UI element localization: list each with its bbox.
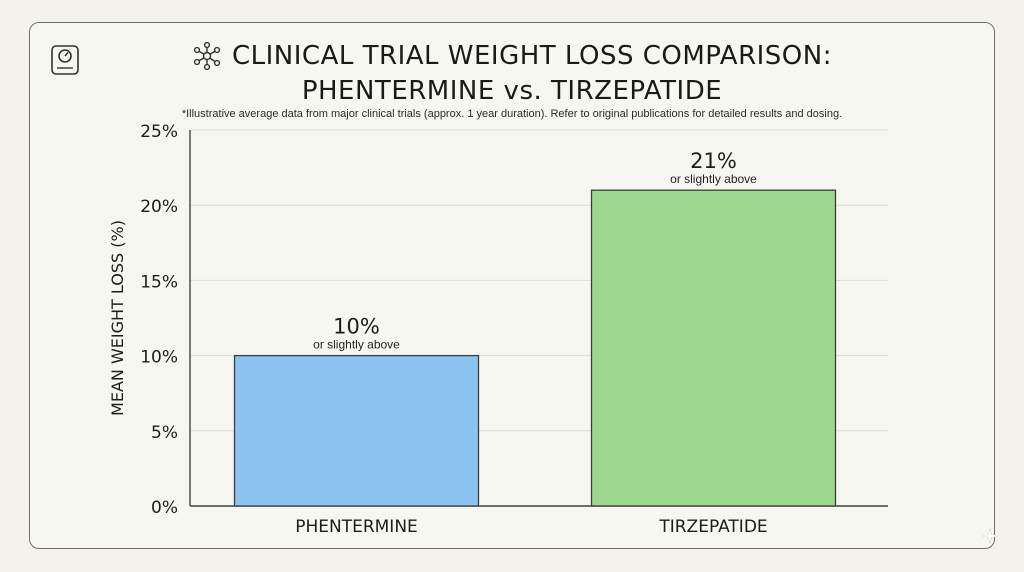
bar-value-label: 10% <box>333 315 380 339</box>
y-tick-label: 15% <box>140 272 178 292</box>
bar-value-label: 21% <box>690 149 737 173</box>
y-tick-label: 10% <box>140 348 178 368</box>
y-tick-label: 5% <box>151 423 178 443</box>
weighing-scale-icon <box>51 45 79 75</box>
title-line-1: CLINICAL TRIAL WEIGHT LOSS COMPARISON: <box>232 41 832 71</box>
x-tick-label: TIRZEPATIDE <box>658 517 767 537</box>
bar-value-sublabel: or slightly above <box>313 338 400 352</box>
x-tick-label: PHENTERMINE <box>295 517 418 537</box>
chart-title: CLINICAL TRIAL WEIGHT LOSS COMPARISON: P… <box>0 40 1024 107</box>
chart-subtitle: *Illustrative average data from major cl… <box>181 108 843 120</box>
y-tick-label: 0% <box>151 498 178 518</box>
y-tick-label: 20% <box>140 197 178 217</box>
sparkle-icon <box>982 528 998 544</box>
y-tick-label: 25% <box>140 122 178 142</box>
molecule-network-icon <box>193 41 221 71</box>
bar-phentermine <box>233 354 480 507</box>
y-axis-label: MEAN WEIGHT LOSS (%) <box>108 220 127 416</box>
bar-value-sublabel: or slightly above <box>670 172 757 186</box>
title-line-2: PHENTERMINE vs. TIRZEPATIDE <box>301 76 723 106</box>
bar-tirzepatide <box>590 189 837 507</box>
